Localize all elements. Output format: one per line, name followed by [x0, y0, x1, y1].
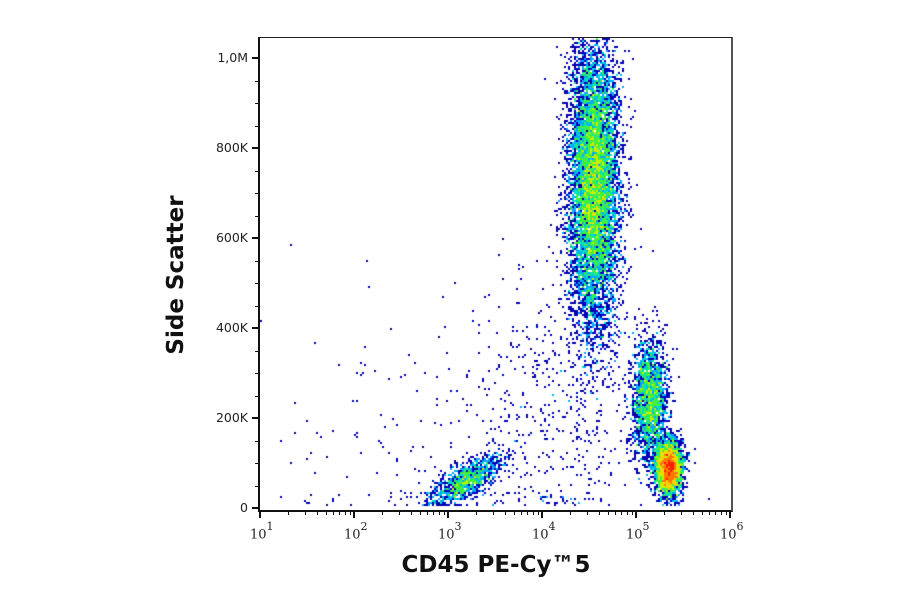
x-minor-tick [492, 511, 494, 515]
x-tick-exponent: 3 [454, 520, 462, 533]
y-tick-label: 800K [215, 140, 248, 155]
x-axis-title: CD45 PE-Cy™5 [401, 552, 591, 578]
x-minor-tick [513, 511, 515, 515]
x-minor-tick [521, 511, 523, 515]
x-minor-tick [586, 511, 588, 515]
y-axis-title: Side Scatter [163, 195, 189, 355]
x-tick-label: 105 [626, 520, 650, 543]
x-minor-tick [692, 511, 694, 515]
x-minor-tick [626, 511, 628, 515]
y-minor-tick [255, 373, 259, 374]
x-tick-base: 10 [626, 527, 643, 543]
y-minor-tick [255, 350, 259, 352]
x-minor-tick [398, 511, 400, 515]
x-major-tick [447, 511, 449, 518]
x-minor-tick [316, 511, 318, 515]
y-tick-label: 400K [215, 320, 248, 335]
x-tick-label: 104 [532, 520, 556, 543]
y-tick-label: 1,0M [217, 50, 248, 65]
x-minor-tick [621, 511, 623, 515]
x-major-tick [541, 511, 543, 518]
x-tick-label: 101 [250, 520, 274, 543]
y-major-tick [252, 57, 259, 59]
x-minor-tick [720, 511, 722, 515]
x-minor-tick [598, 511, 600, 515]
y-tick-label: 600K [215, 230, 248, 245]
x-tick-exponent: 6 [736, 520, 744, 533]
x-minor-tick [570, 511, 572, 515]
x-minor-tick [333, 511, 335, 515]
x-minor-tick [680, 511, 682, 515]
y-minor-tick [255, 170, 259, 172]
y-minor-tick [255, 485, 259, 487]
x-minor-tick [410, 511, 412, 515]
y-minor-tick [255, 305, 259, 307]
x-minor-tick [532, 511, 534, 515]
y-major-tick [252, 327, 259, 329]
x-minor-tick [607, 511, 609, 515]
density-scatter-area [260, 38, 732, 510]
x-major-tick [729, 511, 731, 518]
x-minor-tick [701, 511, 703, 515]
y-minor-tick [255, 103, 259, 104]
x-minor-tick [433, 511, 435, 515]
x-minor-tick [382, 511, 384, 515]
x-minor-tick [339, 511, 341, 515]
x-minor-tick [304, 511, 306, 515]
y-major-tick [252, 237, 259, 239]
x-minor-tick [537, 511, 539, 515]
x-minor-tick [325, 511, 327, 515]
y-minor-tick [255, 463, 259, 464]
x-minor-tick [709, 511, 711, 515]
x-tick-base: 10 [344, 527, 361, 543]
x-minor-tick [419, 511, 421, 515]
x-minor-tick [504, 511, 506, 515]
y-minor-tick [255, 215, 259, 217]
y-tick-label: 0 [240, 500, 248, 515]
x-tick-exponent: 5 [642, 520, 650, 533]
x-minor-tick [427, 511, 429, 515]
x-minor-tick [664, 511, 666, 515]
x-major-tick [635, 511, 637, 518]
x-minor-tick [349, 511, 351, 515]
y-minor-tick [255, 125, 259, 127]
x-tick-base: 10 [720, 527, 737, 543]
y-minor-tick [255, 193, 259, 194]
x-tick-label: 102 [344, 520, 368, 543]
plot-frame [258, 37, 733, 512]
y-minor-tick [255, 440, 259, 442]
y-minor-tick [255, 80, 259, 82]
x-tick-base: 10 [532, 527, 549, 543]
x-minor-tick [631, 511, 633, 515]
x-minor-tick [438, 511, 440, 515]
x-minor-tick [725, 511, 727, 515]
x-minor-tick [443, 511, 445, 515]
y-major-tick [252, 507, 259, 509]
x-major-tick [259, 511, 261, 518]
x-tick-base: 10 [250, 527, 267, 543]
y-minor-tick [255, 260, 259, 262]
y-tick-label: 200K [215, 410, 248, 425]
x-tick-label: 103 [438, 520, 462, 543]
x-minor-tick [527, 511, 529, 515]
x-tick-exponent: 1 [266, 520, 274, 533]
x-tick-exponent: 2 [360, 520, 368, 533]
x-tick-label: 106 [720, 520, 744, 543]
x-minor-tick [476, 511, 478, 515]
x-tick-exponent: 4 [548, 520, 556, 533]
x-minor-tick [615, 511, 617, 515]
x-minor-tick [288, 511, 290, 515]
y-minor-tick [255, 283, 259, 284]
x-minor-tick [344, 511, 346, 515]
x-minor-tick [715, 511, 717, 515]
x-major-tick [353, 511, 355, 518]
y-minor-tick [255, 395, 259, 397]
y-major-tick [252, 417, 259, 419]
x-tick-base: 10 [438, 527, 455, 543]
y-major-tick [252, 147, 259, 149]
